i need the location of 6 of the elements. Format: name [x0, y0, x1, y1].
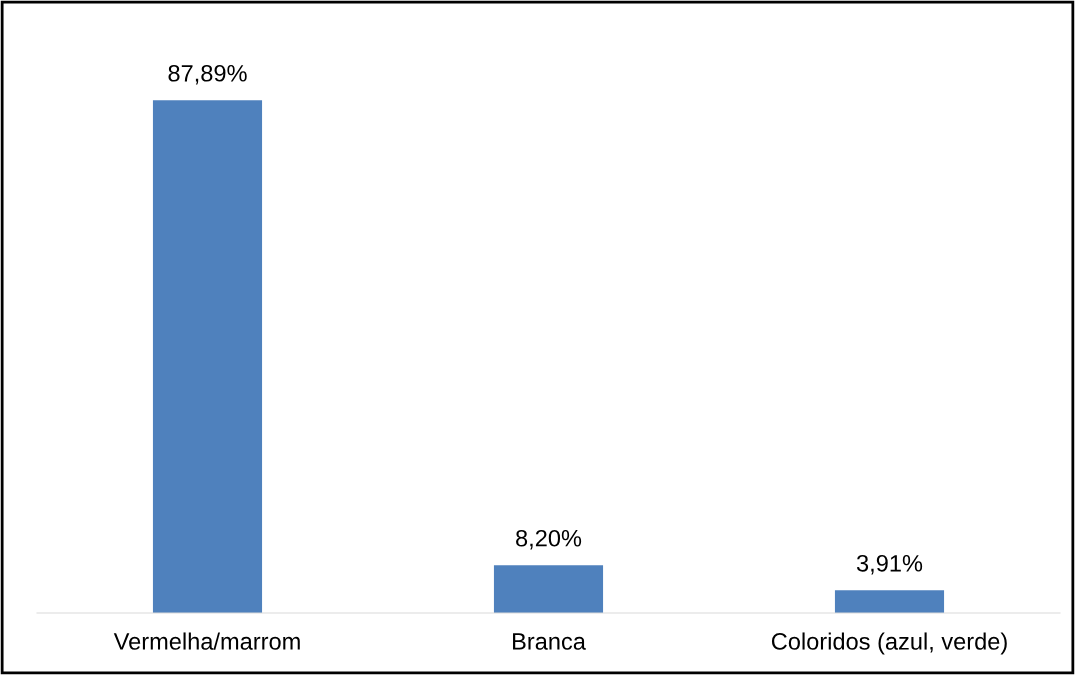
data-label: 3,91%	[856, 554, 923, 575]
data-label: 87,89%	[168, 64, 247, 85]
x-tick-label: Coloridos (azul, verde)	[771, 632, 1007, 655]
x-tick-label: Vermelha/marrom	[113, 632, 300, 650]
x-tick-label: Branca	[513, 633, 586, 650]
data-label: 8,20%	[516, 529, 582, 550]
